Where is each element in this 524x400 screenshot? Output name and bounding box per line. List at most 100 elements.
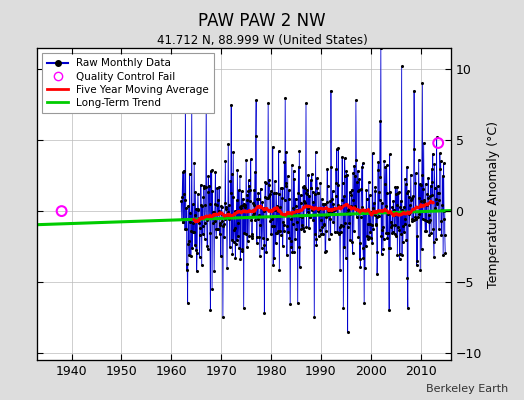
Point — [210, 268, 219, 274]
Point — [224, 209, 232, 216]
Point — [423, 194, 432, 201]
Point — [211, 169, 220, 176]
Point — [392, 202, 401, 208]
Point — [282, 148, 290, 155]
Point — [268, 223, 276, 229]
Point — [397, 63, 406, 70]
Point — [379, 224, 388, 230]
Point — [359, 254, 367, 261]
Point — [368, 150, 377, 156]
Point — [325, 236, 333, 242]
Point — [337, 228, 345, 235]
Point — [217, 204, 226, 210]
Point — [265, 182, 274, 189]
Point — [315, 233, 323, 240]
Point — [303, 191, 311, 197]
Point — [257, 185, 265, 192]
Point — [416, 267, 424, 273]
Point — [391, 191, 400, 197]
Point — [371, 184, 379, 191]
Point — [314, 208, 323, 214]
Point — [269, 144, 277, 150]
Point — [315, 206, 323, 212]
Point — [261, 179, 269, 185]
Point — [329, 201, 337, 207]
Point — [375, 189, 384, 196]
Point — [266, 191, 274, 197]
Point — [440, 216, 449, 222]
Point — [282, 252, 291, 258]
Point — [376, 174, 385, 180]
Point — [398, 252, 406, 258]
Point — [296, 264, 304, 270]
Point — [355, 256, 364, 262]
Point — [345, 205, 353, 212]
Point — [377, 232, 386, 239]
Point — [299, 198, 308, 204]
Point — [321, 248, 329, 255]
Point — [393, 252, 401, 259]
Point — [369, 205, 377, 211]
Point — [214, 196, 223, 203]
Point — [279, 222, 288, 229]
Point — [329, 188, 337, 194]
Point — [299, 184, 307, 190]
Point — [405, 194, 413, 200]
Point — [222, 206, 230, 212]
Point — [397, 198, 405, 204]
Point — [293, 300, 302, 306]
Point — [185, 170, 194, 177]
Point — [230, 239, 238, 245]
Point — [214, 226, 222, 232]
Point — [216, 220, 224, 227]
Point — [237, 188, 246, 194]
Point — [402, 237, 410, 243]
Point — [234, 220, 243, 226]
Point — [434, 140, 442, 146]
Point — [334, 202, 342, 208]
Point — [228, 194, 237, 200]
Point — [414, 157, 423, 163]
Point — [220, 220, 228, 227]
Point — [236, 205, 245, 212]
Point — [289, 221, 297, 227]
Point — [336, 267, 344, 274]
Point — [315, 227, 324, 233]
Point — [320, 221, 329, 227]
Point — [224, 216, 233, 222]
Point — [290, 249, 298, 256]
Point — [316, 212, 325, 218]
Point — [193, 206, 202, 212]
Point — [265, 193, 273, 200]
Point — [434, 197, 443, 204]
Point — [354, 234, 363, 240]
Point — [210, 218, 219, 224]
Point — [434, 190, 442, 196]
Point — [389, 198, 398, 204]
Point — [210, 209, 218, 215]
Point — [421, 228, 430, 234]
Point — [363, 196, 371, 202]
Point — [234, 233, 242, 239]
Point — [433, 183, 442, 189]
Point — [216, 222, 225, 228]
Point — [379, 246, 387, 252]
Point — [356, 240, 364, 246]
Point — [359, 245, 367, 252]
Point — [206, 168, 215, 174]
Point — [340, 244, 348, 251]
Point — [249, 202, 258, 208]
Point — [334, 145, 343, 151]
Point — [350, 228, 358, 234]
Point — [395, 189, 403, 195]
Point — [302, 224, 311, 230]
Point — [202, 92, 211, 98]
Point — [257, 204, 265, 210]
Point — [438, 207, 446, 213]
Point — [336, 222, 345, 228]
Point — [441, 232, 449, 238]
Point — [319, 200, 327, 207]
Point — [435, 226, 443, 232]
Point — [231, 225, 239, 231]
Point — [212, 225, 221, 232]
